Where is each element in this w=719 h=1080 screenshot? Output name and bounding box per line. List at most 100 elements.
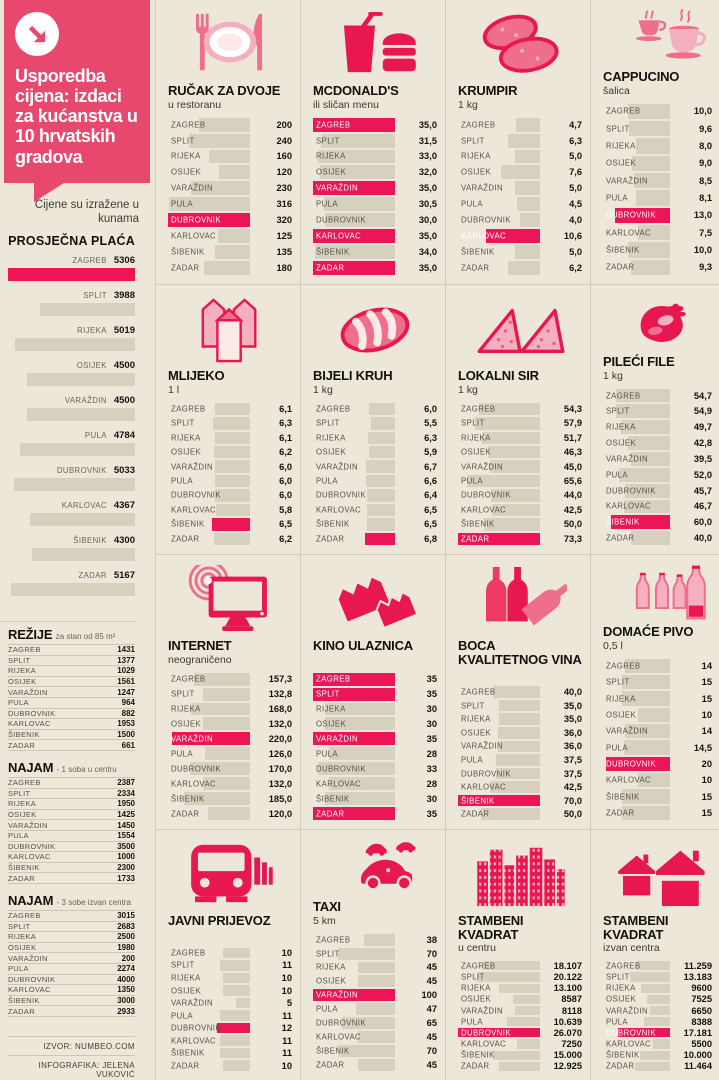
bar-row: OSIJEK 46,3	[458, 445, 582, 459]
bar	[492, 503, 540, 517]
list-row: SPLIT 2683	[8, 922, 135, 933]
houses-icon	[611, 840, 705, 913]
chart-bars: ZAGREB 54,7 SPLIT 54,9 RIJEKA 49,7 OSIJEK 42,8 V…	[603, 388, 712, 546]
city-label: ZADAR	[606, 1061, 635, 1071]
chart-boca-kvalitetnog-vina: BOCA KVALITETNOG VINA ZAGREB 40,0 SPLIT 35,0…	[446, 555, 591, 830]
salary-entry: RIJEKA 5019	[8, 325, 135, 351]
bar-row: RIJEKA 8,0	[603, 137, 712, 154]
value-label: 15	[701, 791, 712, 802]
bar	[212, 518, 250, 531]
bar-row: ZADAR 50,0	[458, 807, 582, 821]
value-label: 6,2	[279, 447, 292, 458]
city-label: OSIJEK	[316, 719, 347, 729]
chart-stambeni-kvadrat-izvan: STAMBENI KVADRAT izvan centra ZAGREB 11.259…	[591, 830, 719, 1080]
bar	[313, 672, 395, 686]
city-label: DUBROVNIK	[606, 210, 656, 220]
city-label: ZADAR	[316, 263, 345, 273]
city-label: SPLIT	[171, 689, 195, 699]
city-label: OSIJEK	[606, 710, 637, 720]
city-label: KARLOVAC	[171, 1036, 217, 1046]
salary-entry: SPLIT 3988	[8, 290, 135, 316]
bar-row: PULA 52,0	[603, 467, 712, 483]
city-label: ZADAR	[171, 809, 200, 819]
value-label: 160	[276, 151, 292, 162]
city-label: ŠIBENIK	[171, 794, 205, 804]
value-label: 1733	[117, 873, 135, 883]
list-row: KARLOVAC 1953	[8, 719, 135, 730]
bar	[623, 740, 670, 755]
value-label: 6,0	[279, 476, 292, 487]
bar	[458, 794, 540, 807]
bar-row: RIJEKA 49,7	[603, 419, 712, 435]
list-row: DUBROVNIK 882	[8, 709, 135, 720]
value-label: 1554	[117, 831, 135, 841]
value-label: 132,0	[268, 778, 292, 789]
bar	[625, 483, 670, 498]
bar	[203, 777, 250, 791]
bar-row: VARAŽDIN 220,0	[168, 731, 292, 746]
chart-subtitle: 1 kg	[458, 98, 478, 111]
bar	[629, 972, 670, 982]
bar-row: VARAŽDIN 14	[603, 723, 712, 739]
bar-row: ZADAR 6,2	[458, 260, 582, 276]
salary-bar	[14, 338, 135, 351]
bar	[635, 190, 670, 206]
bar	[490, 489, 540, 502]
value-label: 8388	[691, 1016, 712, 1027]
value-label: 11	[282, 1035, 292, 1046]
chart-bars: ZAGREB 38 SPLIT 70 RIJEKA 45 OSIJEK 45 VARAŽDIN 1…	[313, 933, 437, 1072]
bar-row: ZADAR 40,0	[603, 530, 712, 546]
list-row: SPLIT 1377	[8, 656, 135, 667]
coffee-icon	[628, 8, 708, 70]
bar-row: PULA 65,6	[458, 474, 582, 488]
bar	[203, 261, 250, 276]
city-label: KARLOVAC	[316, 1032, 362, 1042]
bar	[499, 699, 540, 712]
city-label: ZADAR	[8, 740, 35, 750]
chart-title: KINO ULAZNICA	[313, 638, 413, 653]
value-label: 11	[282, 960, 292, 971]
value-label: 65,6	[563, 476, 582, 487]
list-row: KARLOVAC 1350	[8, 985, 135, 996]
value-label: 8,1	[699, 193, 712, 204]
bar-row: KARLOVAC 6,5	[313, 503, 437, 517]
bar	[215, 489, 250, 502]
chart-bars: ZAGREB 40,0 SPLIT 35,0 RIJEKA 35,0 OSIJEK 36,0 V…	[458, 685, 582, 821]
city-label: ZAGREB	[171, 948, 206, 958]
bar-row: PULA 30,5	[313, 196, 437, 212]
value-label: 30,5	[418, 199, 437, 210]
value-label: 11.259	[684, 960, 712, 971]
city-label: PULA	[461, 755, 483, 765]
city-label: PULA	[316, 476, 338, 486]
city-label: SPLIT	[606, 972, 630, 982]
bar-row: PULA 14,5	[603, 739, 712, 755]
city-label: ZAGREB	[72, 256, 107, 265]
salary-entry: DUBROVNIK 5033	[8, 465, 135, 491]
salary-bar-track	[8, 478, 135, 491]
bar-row: DUBROVNIK 30,0	[313, 212, 437, 228]
bar-row: KARLOVAC 11	[168, 1034, 292, 1047]
city-label: KARLOVAC	[606, 501, 652, 511]
value-label: 10.639	[553, 1016, 582, 1027]
chart-subtitle: ili sličan menu	[313, 98, 379, 111]
value-label: 10	[701, 775, 712, 786]
bar-row: RIJEKA 160	[168, 149, 292, 165]
bar-row: RIJEKA 6,1	[168, 431, 292, 445]
bar-row: ZADAR 15	[603, 805, 712, 821]
bar	[513, 994, 540, 1004]
bar	[365, 460, 395, 473]
value-label: 6,6	[424, 476, 437, 487]
value-label: 2387	[117, 778, 135, 788]
bar-row: PULA 6,0	[168, 474, 292, 488]
bar-row: ZAGREB 10	[168, 947, 292, 960]
bar	[606, 756, 670, 772]
city-label: ŠIBENIK	[461, 1050, 495, 1060]
value-label: 45,0	[563, 461, 582, 472]
bar	[622, 691, 670, 706]
bar	[184, 792, 250, 806]
bar-row: ŠIBENIK 6,5	[313, 517, 437, 531]
value-label: 200	[121, 953, 135, 963]
bar	[313, 807, 395, 821]
bar-row: PULA 126,0	[168, 746, 292, 761]
city-label: DUBROVNIK	[461, 215, 511, 225]
